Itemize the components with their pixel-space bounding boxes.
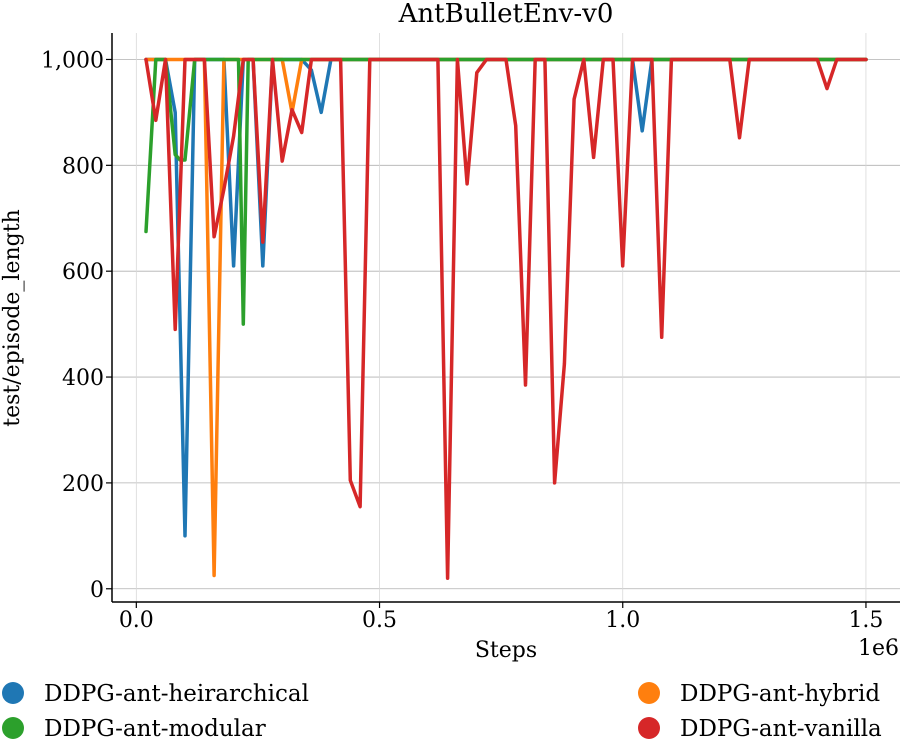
y-axis-label: test/episode_length: [0, 209, 25, 427]
legend: DDPG-ant-heirarchical DDPG-ant-hybrid DDPG…: [2, 681, 882, 742]
series-lines: [144, 57, 868, 580]
x-axis-offset-label: 1e6: [858, 636, 899, 661]
grid-lines: [112, 33, 900, 602]
tick-labels: 0 200 400 600 800 1,000 0.0 0.5 1.0 1.5: [41, 48, 883, 633]
y-tick-label: 800: [62, 154, 104, 179]
y-tick-label: 0: [90, 578, 104, 603]
legend-label: DDPG-ant-hybrid: [680, 681, 880, 707]
chart-title: AntBulletEnv-v0: [398, 0, 614, 29]
y-tick-label: 600: [62, 260, 104, 285]
x-tick-label: 0.0: [119, 608, 154, 633]
y-tick-label: 200: [62, 472, 104, 497]
y-tick-label: 1,000: [41, 48, 104, 73]
series-line-ddpg-ant-hybrid: [144, 57, 868, 578]
legend-label: DDPG-ant-vanilla: [680, 716, 882, 742]
x-axis-label: Steps: [475, 638, 537, 663]
y-tick-label: 400: [62, 366, 104, 391]
legend-marker: [2, 717, 24, 739]
legend-marker: [638, 717, 660, 739]
x-tick-label: 0.5: [362, 608, 397, 633]
x-tick-label: 1.5: [848, 608, 883, 633]
legend-marker: [638, 682, 660, 704]
legend-label: DDPG-ant-modular: [44, 716, 266, 742]
legend-label: DDPG-ant-heirarchical: [44, 681, 309, 707]
x-tick-label: 1.0: [605, 608, 640, 633]
series-line-ddpg-ant-vanilla: [144, 57, 868, 580]
series-line-ddpg-ant-heirarchical: [144, 57, 868, 538]
axes: [111, 33, 900, 603]
legend-marker: [2, 682, 24, 704]
